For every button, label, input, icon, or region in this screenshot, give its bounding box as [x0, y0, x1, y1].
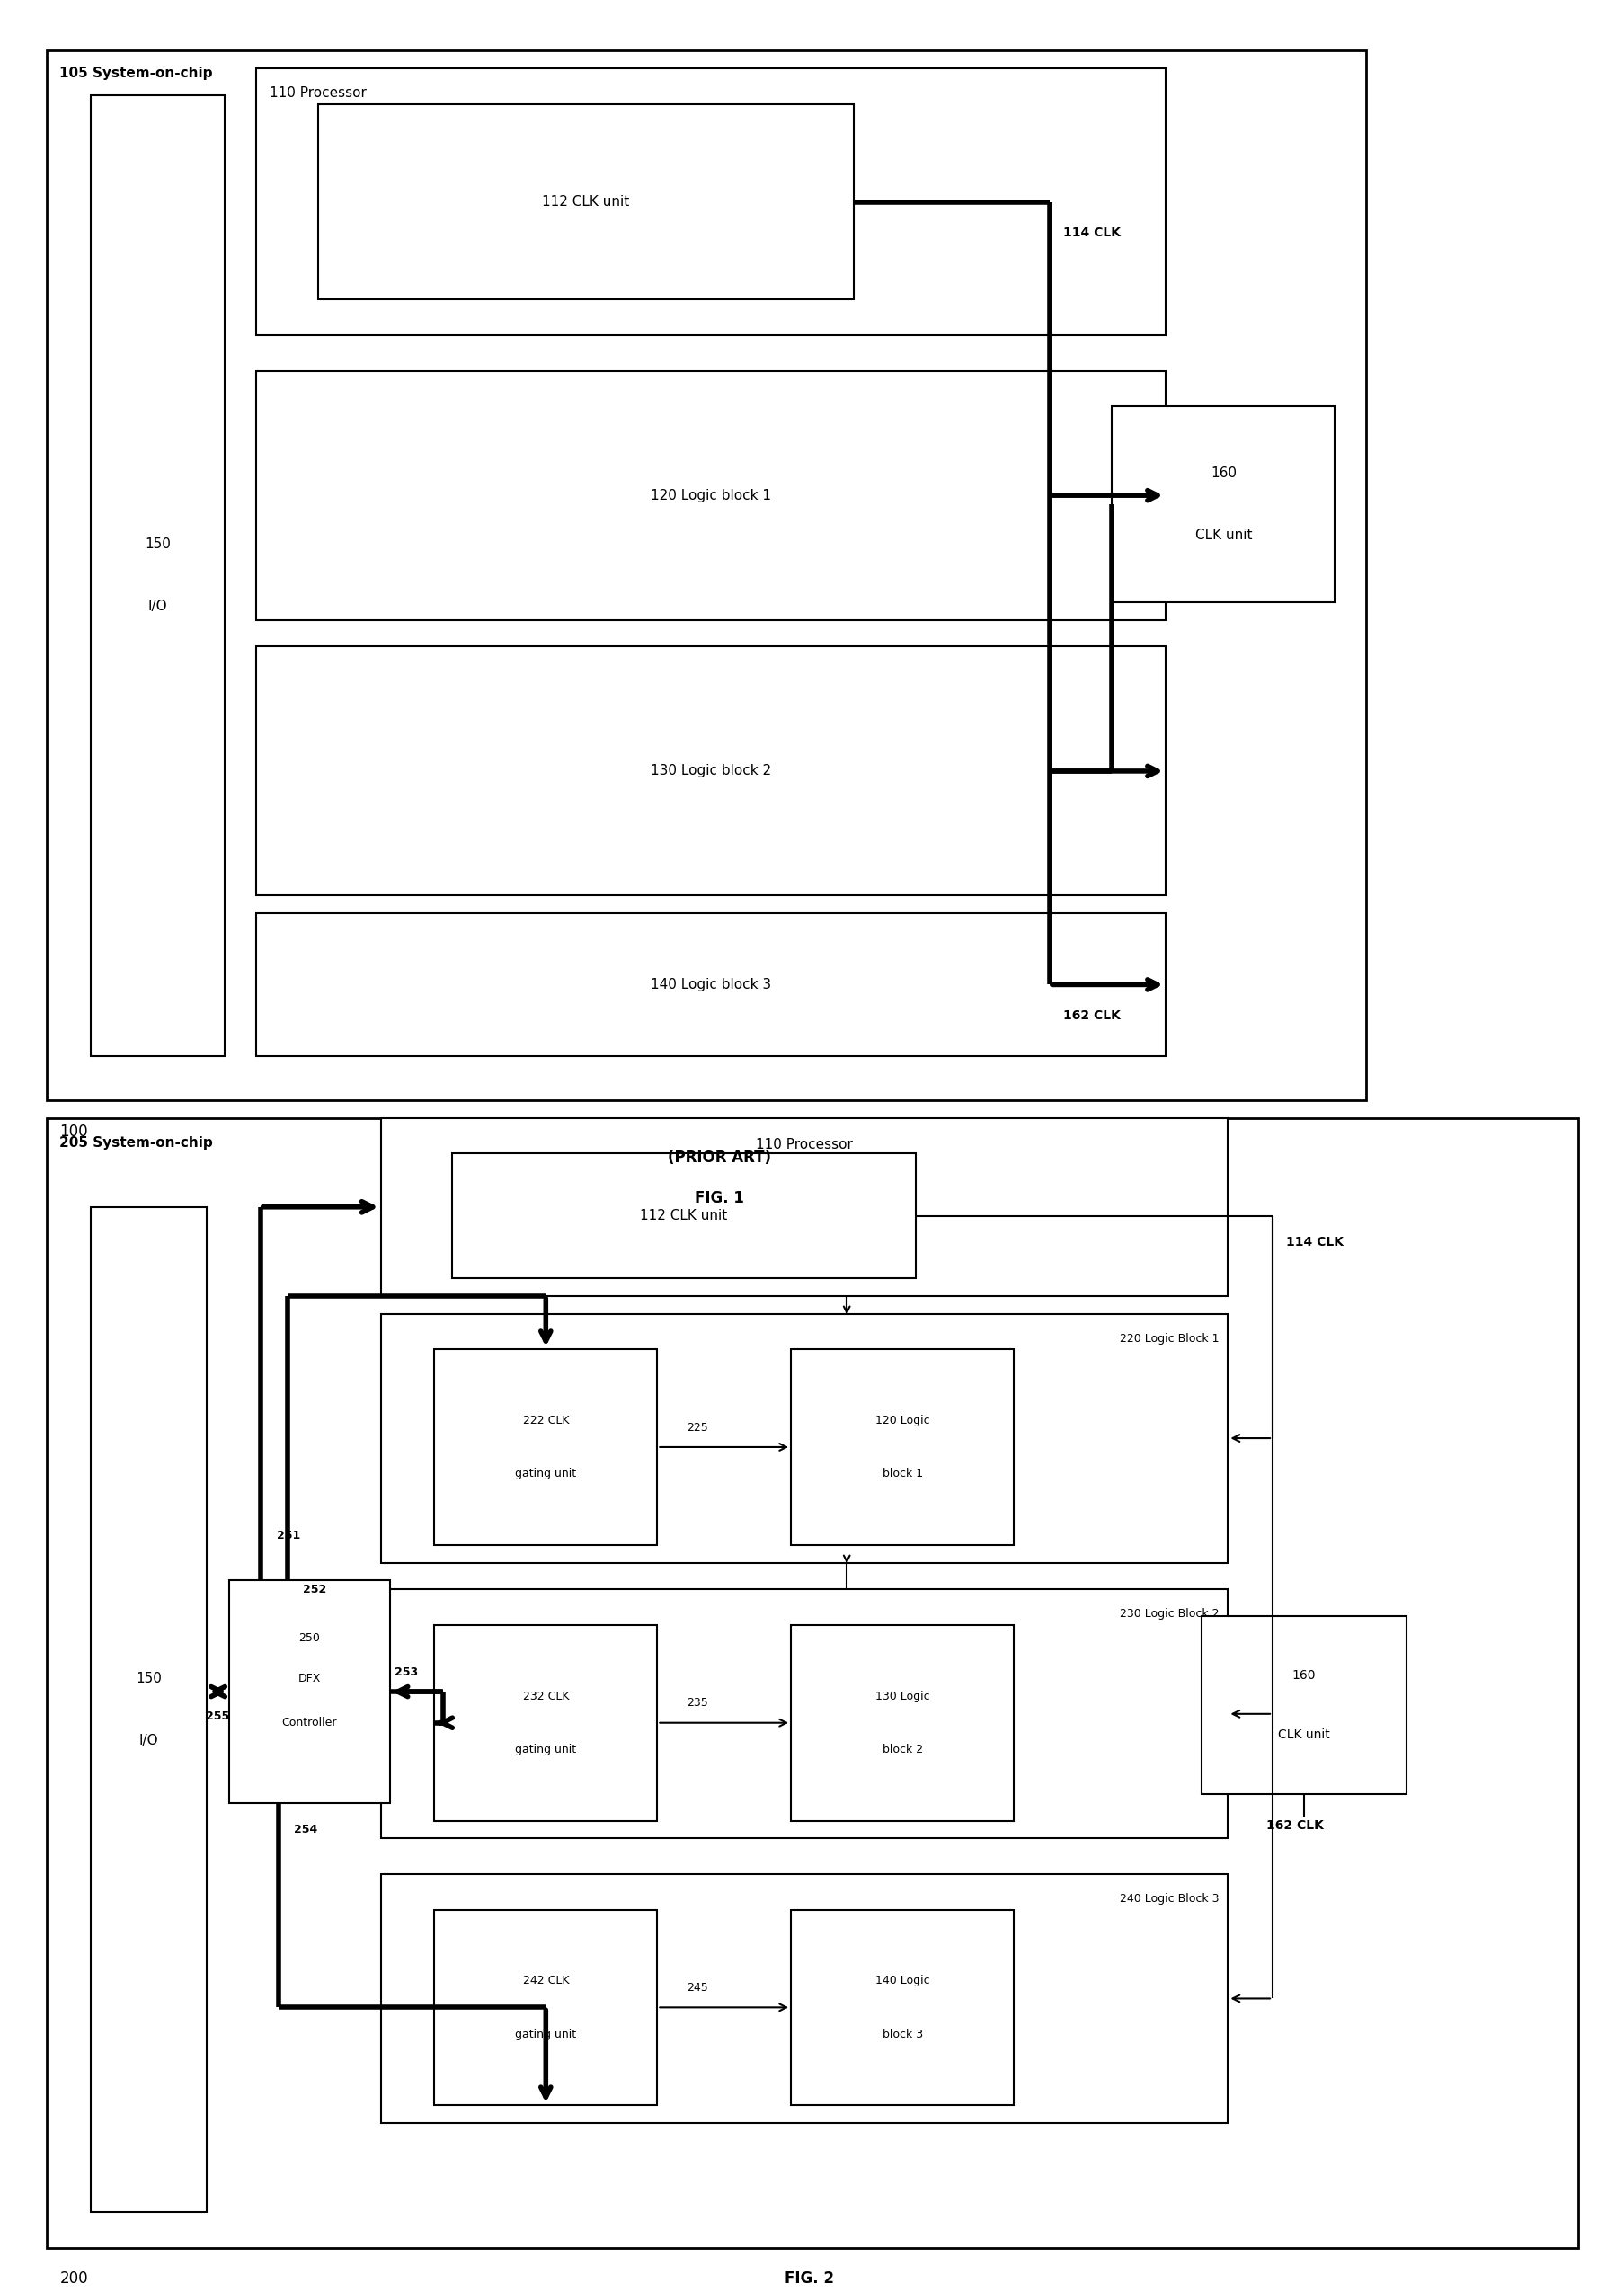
Text: 254: 254 — [294, 1824, 318, 1836]
Text: 200: 200 — [60, 2271, 88, 2287]
Bar — [380, 1313, 1228, 1563]
Text: 162 CLK: 162 CLK — [1265, 1820, 1324, 1831]
Bar — [91, 96, 224, 1057]
Text: 114 CLK: 114 CLK — [1285, 1235, 1343, 1249]
Bar — [434, 1909, 658, 2106]
Text: 130 Logic: 130 Logic — [875, 1689, 929, 1703]
Text: gating unit: gating unit — [515, 2028, 577, 2040]
Text: 232 CLK: 232 CLK — [523, 1689, 568, 1703]
Bar — [229, 1581, 390, 1804]
Text: 245: 245 — [687, 1983, 708, 1994]
Text: 162 CLK: 162 CLK — [1062, 1008, 1121, 1022]
Text: gating unit: gating unit — [515, 1744, 577, 1756]
Text: 220 Logic Block 1: 220 Logic Block 1 — [1119, 1332, 1218, 1345]
Bar — [1200, 1616, 1406, 1795]
Text: 160: 160 — [1210, 468, 1236, 479]
Bar — [791, 1909, 1013, 2106]
Text: 222 CLK: 222 CLK — [523, 1414, 568, 1426]
Text: gating unit: gating unit — [515, 1467, 577, 1481]
Bar — [380, 1588, 1228, 1838]
Bar — [451, 1153, 916, 1279]
Text: I/O: I/O — [148, 601, 167, 614]
Text: FIG. 1: FIG. 1 — [695, 1190, 744, 1206]
Text: 235: 235 — [687, 1698, 708, 1710]
Bar — [257, 371, 1164, 619]
Text: 240 Logic Block 3: 240 Logic Block 3 — [1119, 1893, 1218, 1905]
Text: 242 CLK: 242 CLK — [523, 1976, 568, 1987]
Text: 112 CLK unit: 112 CLK unit — [542, 195, 628, 209]
Text: 105 System-on-chip: 105 System-on-chip — [60, 66, 213, 80]
Bar — [791, 1625, 1013, 1820]
Bar — [257, 69, 1164, 335]
Bar — [791, 1350, 1013, 1545]
Text: 252: 252 — [304, 1584, 326, 1595]
Bar — [257, 646, 1164, 896]
Text: 112 CLK unit: 112 CLK unit — [640, 1210, 728, 1222]
Text: block 3: block 3 — [882, 2028, 922, 2040]
Text: 140 Logic block 3: 140 Logic block 3 — [650, 979, 771, 992]
Bar — [434, 1625, 658, 1820]
Text: 255: 255 — [206, 1710, 229, 1721]
Text: 205 System-on-chip: 205 System-on-chip — [60, 1137, 213, 1151]
Text: I/O: I/O — [140, 1733, 159, 1747]
Bar — [380, 1118, 1228, 1295]
Bar — [257, 915, 1164, 1057]
Text: 150: 150 — [145, 539, 171, 550]
Bar — [1111, 406, 1335, 603]
Text: FIG. 2: FIG. 2 — [784, 2271, 833, 2287]
Text: 140 Logic: 140 Logic — [875, 1976, 929, 1987]
Text: 225: 225 — [687, 1421, 708, 1432]
Text: block 2: block 2 — [882, 1744, 922, 1756]
Text: CLK unit: CLK unit — [1194, 529, 1252, 543]
Text: 120 Logic: 120 Logic — [875, 1414, 929, 1426]
Bar — [318, 103, 853, 300]
Text: 230 Logic Block 2: 230 Logic Block 2 — [1119, 1609, 1218, 1620]
Text: block 1: block 1 — [882, 1467, 922, 1481]
Text: DFX: DFX — [297, 1673, 320, 1685]
Bar — [91, 1208, 206, 2212]
Text: 150: 150 — [136, 1671, 162, 1685]
Text: 251: 251 — [276, 1531, 300, 1543]
Bar — [47, 50, 1366, 1100]
Bar — [47, 1118, 1577, 2248]
Bar — [380, 1875, 1228, 2122]
Bar — [434, 1350, 658, 1545]
Text: (PRIOR ART): (PRIOR ART) — [667, 1151, 771, 1167]
Text: 253: 253 — [395, 1666, 417, 1678]
Text: 110 Processor: 110 Processor — [270, 87, 365, 101]
Text: 130 Logic block 2: 130 Logic block 2 — [650, 766, 771, 777]
Text: 110 Processor: 110 Processor — [755, 1137, 853, 1151]
Text: 120 Logic block 1: 120 Logic block 1 — [650, 488, 770, 502]
Text: CLK unit: CLK unit — [1276, 1728, 1328, 1740]
Text: Controller: Controller — [281, 1717, 336, 1728]
Text: 114 CLK: 114 CLK — [1062, 227, 1121, 238]
Text: 250: 250 — [299, 1632, 320, 1643]
Text: 160: 160 — [1291, 1669, 1315, 1682]
Text: 100: 100 — [60, 1123, 88, 1139]
